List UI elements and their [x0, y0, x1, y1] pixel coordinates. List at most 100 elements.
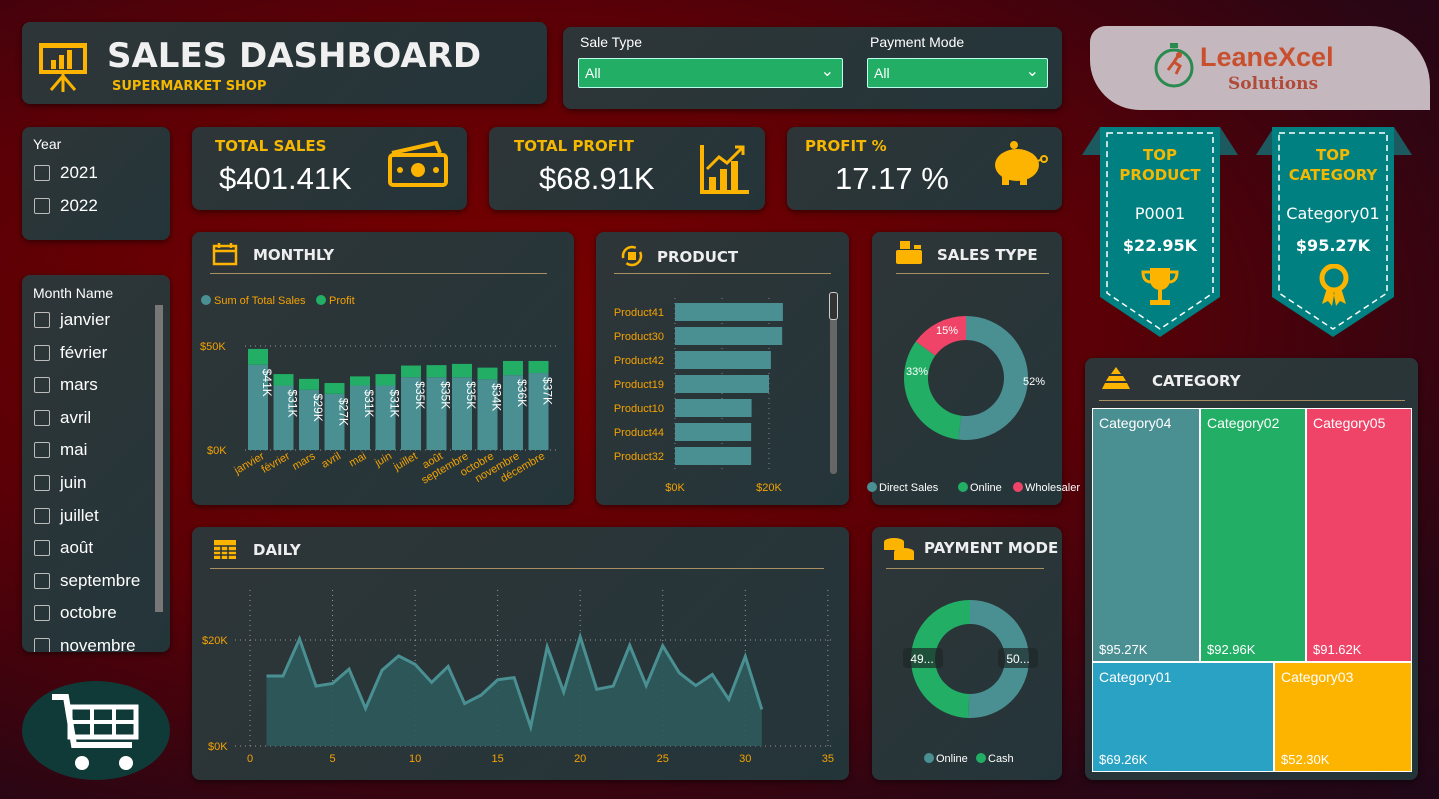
presentation-chart-icon [39, 43, 87, 92]
month-label: mars [60, 375, 98, 395]
year-slicer-title: Year [33, 136, 62, 152]
treemap-tile[interactable]: Category01 $69.26K [1092, 662, 1274, 772]
product-cycle-icon [621, 245, 643, 267]
checkbox[interactable] [34, 312, 50, 328]
sale-type-dropdown[interactable]: All ⌄ [578, 58, 843, 88]
checkbox[interactable] [34, 540, 50, 557]
cart-badge [22, 681, 170, 780]
checkbox[interactable] [34, 165, 50, 181]
money-icon [388, 141, 448, 187]
tile-label: Category03 [1281, 669, 1354, 685]
checkbox[interactable] [34, 409, 50, 426]
kpi-label: TOTAL SALES [215, 137, 327, 155]
top-product-title: TOP PRODUCT [1100, 145, 1220, 185]
checkbox[interactable] [34, 605, 50, 622]
month-option[interactable]: février [34, 343, 107, 363]
month-option[interactable]: janvier [34, 310, 110, 330]
checkbox[interactable] [34, 198, 50, 214]
tile-label: Category05 [1313, 415, 1386, 431]
logo-tagline: Solutions [1228, 74, 1319, 94]
month-label: février [60, 342, 108, 362]
cash-register-icon [896, 241, 922, 264]
checkbox[interactable] [34, 475, 50, 491]
year-option[interactable]: 2022 [34, 196, 98, 216]
piggy-bank-icon [995, 141, 1048, 185]
monthly-panel: MONTHLY [192, 232, 574, 505]
title-line: TOP [1316, 146, 1350, 164]
top-category-value: $95.27K [1295, 236, 1371, 255]
month-option[interactable]: avril [34, 408, 91, 428]
tile-label: Category01 [1099, 669, 1172, 685]
top-product-ribbon [1082, 127, 1238, 337]
month-option[interactable]: mars [34, 375, 98, 395]
sales-type-title: SALES TYPE [937, 246, 1038, 264]
shopping-cart-icon [52, 694, 139, 770]
month-option[interactable]: septembre [34, 571, 140, 591]
top-product-name: P0001 [1134, 204, 1186, 223]
payment-mode-dropdown[interactable]: All ⌄ [867, 58, 1048, 88]
award-ribbon-icon [1319, 264, 1349, 306]
checkbox[interactable] [34, 377, 50, 394]
checkbox[interactable] [34, 638, 50, 652]
top-category-ribbon [1256, 127, 1412, 337]
treemap-tile[interactable]: Category02 $92.96K [1200, 408, 1306, 662]
logo-name: LeaneXcel [1200, 42, 1334, 72]
month-scrollbar[interactable] [155, 305, 163, 612]
calendar-icon [212, 243, 238, 266]
checkbox[interactable] [34, 442, 50, 459]
tile-value: $91.62K [1313, 642, 1362, 657]
month-option[interactable]: mai [34, 440, 87, 460]
tile-value: $95.27K [1099, 642, 1148, 657]
month-label: juillet [60, 505, 99, 525]
calendar-grid-icon [214, 540, 236, 559]
treemap-tile[interactable]: Category03 $52.30K [1274, 662, 1412, 772]
daily-panel: DAILY [192, 527, 849, 780]
month-slicer: Month Name janvier février mars avril mai jui… [22, 275, 170, 652]
kpi-value: 17.17 % [835, 161, 949, 196]
treemap-tile[interactable]: Category05 $91.62K [1306, 408, 1412, 662]
top-product-value: $22.95K [1122, 236, 1198, 255]
company-logo: LeaneXcel Solutions [1090, 26, 1430, 110]
sale-type-label: Sale Type [580, 34, 643, 50]
daily-title: DAILY [253, 541, 301, 559]
product-scroll-thumb[interactable] [829, 292, 838, 320]
trophy-icon [1141, 268, 1179, 305]
checkbox[interactable] [34, 507, 50, 524]
top-category-title: TOP CATEGORY [1272, 145, 1394, 185]
treemap-tile[interactable]: Category04 $95.27K [1092, 408, 1200, 662]
payment-mode-value: All [874, 65, 890, 81]
month-label: octobre [60, 603, 117, 623]
month-label: août [60, 538, 94, 558]
year-option[interactable]: 2021 [34, 163, 98, 183]
title-line: TOP [1143, 146, 1177, 164]
payment-mode-panel: PAYMENT MODE [872, 527, 1062, 780]
year-label: 2022 [60, 196, 98, 215]
product-panel: PRODUCT [596, 232, 849, 505]
filters-panel: Sale Type All ⌄ Payment Mode All ⌄ [563, 27, 1062, 109]
checkbox[interactable] [34, 572, 50, 589]
month-option[interactable]: octobre [34, 603, 117, 623]
top-category-name: Category01 [1286, 204, 1380, 223]
product-scrollbar[interactable] [830, 294, 837, 474]
month-option[interactable]: novembre [34, 636, 136, 652]
month-label: avril [60, 407, 92, 427]
kpi-total-sales: TOTAL SALES $401.41K [192, 127, 467, 210]
payment-mode-label: Payment Mode [870, 34, 965, 50]
month-option[interactable]: juin [34, 473, 86, 493]
title-line: CATEGORY [1288, 166, 1378, 184]
dashboard-title: SALES DASHBOARD [107, 36, 482, 76]
month-option[interactable]: août [34, 538, 93, 558]
month-slicer-title: Month Name [33, 285, 114, 301]
checkbox[interactable] [34, 344, 50, 361]
month-label: janvier [60, 310, 111, 329]
month-option[interactable]: juillet [34, 506, 99, 526]
month-label: novembre [60, 636, 136, 652]
category-title: CATEGORY [1152, 372, 1241, 390]
sales-type-panel: SALES TYPE [872, 232, 1062, 505]
title-panel: SALES DASHBOARD SUPERMARKET SHOP [22, 22, 547, 104]
title-line: PRODUCT [1119, 166, 1201, 184]
kpi-label: TOTAL PROFIT [514, 137, 634, 155]
tile-value: $52.30K [1281, 752, 1330, 767]
kpi-label: PROFIT % [805, 137, 887, 155]
tile-value: $92.96K [1207, 642, 1256, 657]
